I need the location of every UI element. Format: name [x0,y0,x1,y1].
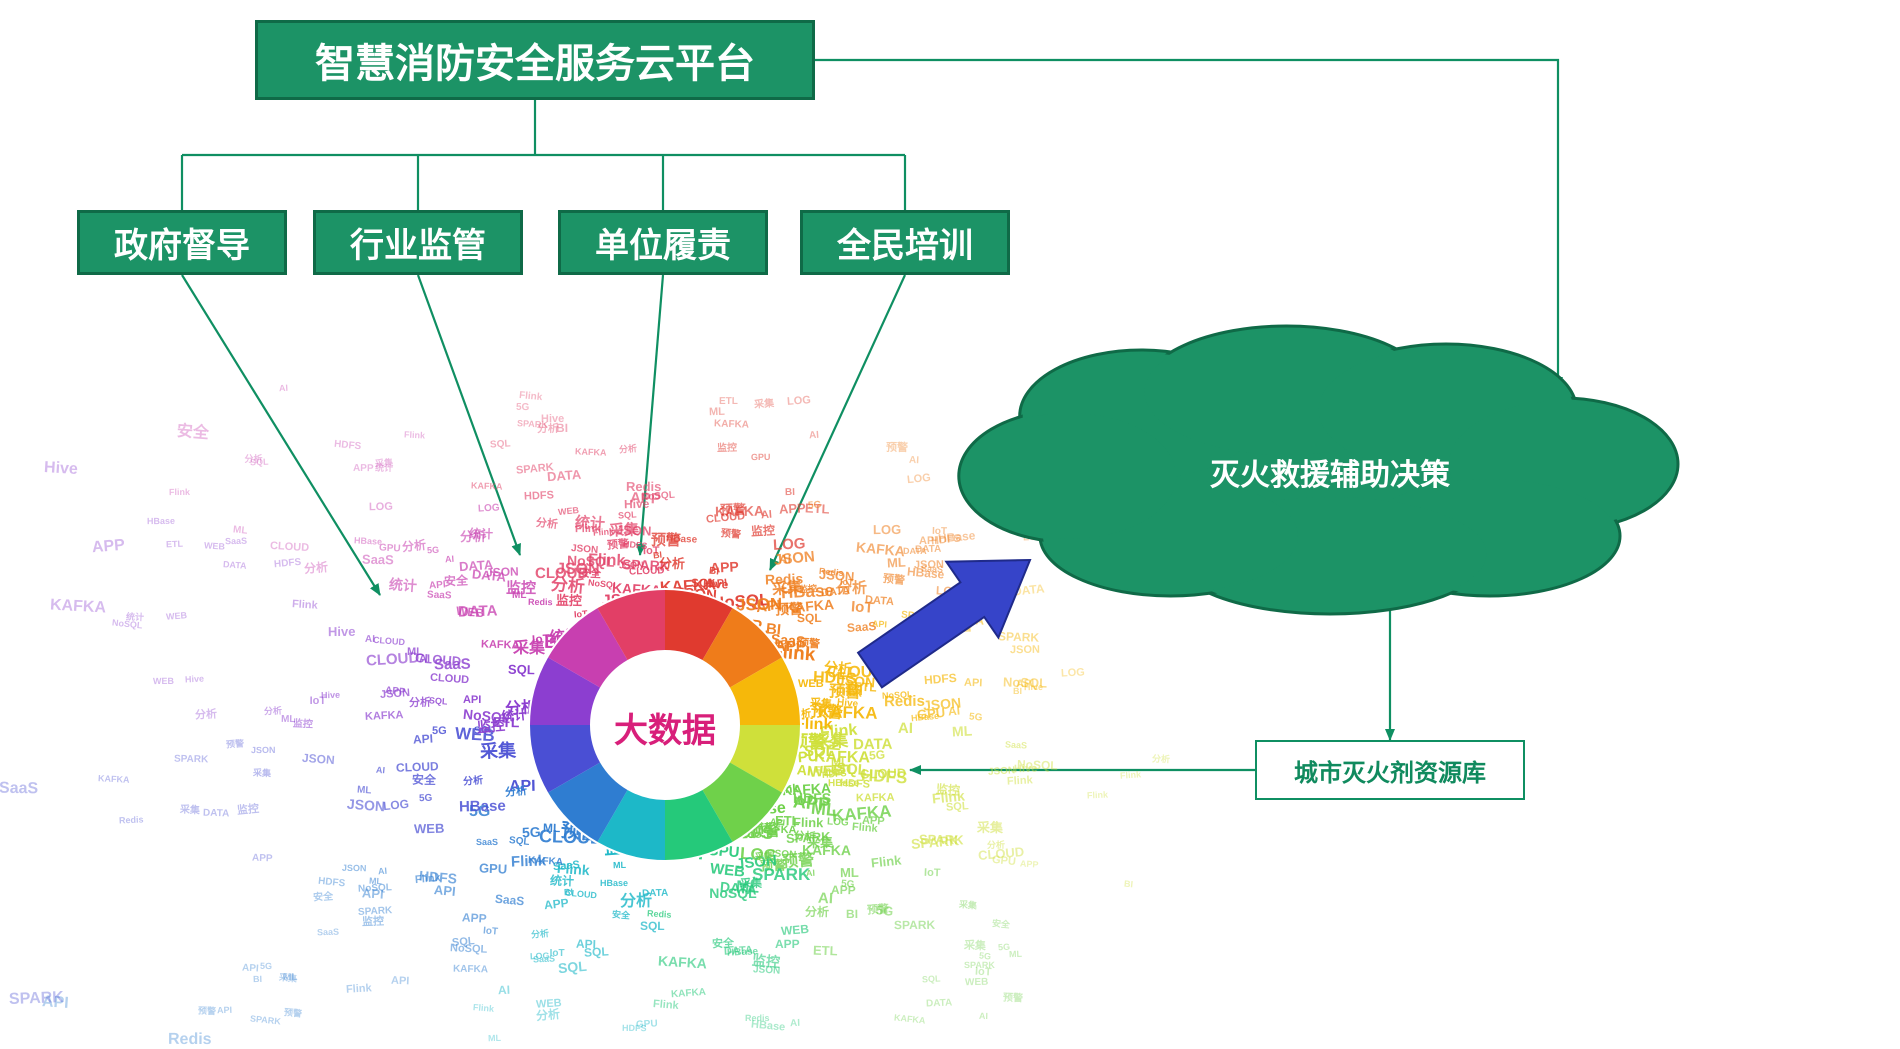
module-label-3: 全民培训 [837,218,973,267]
decision-cloud [0,0,1900,1041]
module-label-2: 单位履责 [595,218,731,267]
module-box-2: 单位履责 [558,210,768,275]
main-title-box: 智慧消防安全服务云平台 [255,20,815,100]
module-box-0: 政府督导 [77,210,287,275]
resource-box-text: 城市灭火剂资源库 [1294,753,1486,788]
main-title-text: 智慧消防安全服务云平台 [315,31,755,89]
decision-cloud-label: 灭火救援辅助决策 [1130,450,1530,494]
resource-box: 城市灭火剂资源库 [1255,740,1525,800]
module-label-0: 政府督导 [114,218,250,267]
module-label-1: 行业监管 [350,218,486,267]
module-box-3: 全民培训 [800,210,1010,275]
module-box-1: 行业监管 [313,210,523,275]
